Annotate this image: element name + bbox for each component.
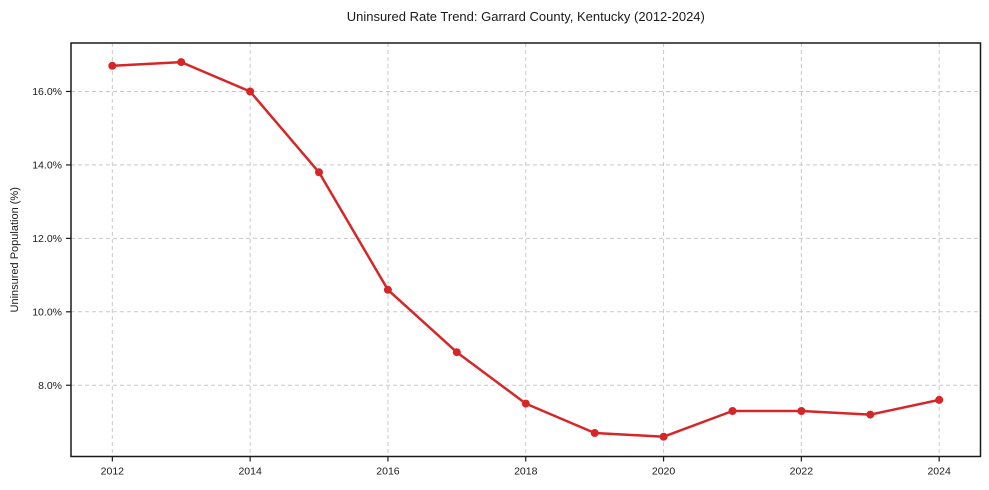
y-axis-tick-label: 10.0% [32, 307, 62, 319]
data-point [659, 432, 668, 441]
data-point-markers [108, 58, 944, 441]
x-axis-tick-label: 2012 [101, 466, 125, 478]
data-point [935, 395, 944, 404]
data-point [315, 168, 323, 177]
data-point [177, 58, 186, 67]
axis-ticks [66, 90, 940, 462]
x-axis-tick-label: 2016 [376, 466, 400, 478]
y-axis-label: Uninsured Population (%) [9, 187, 21, 312]
data-point [590, 429, 599, 437]
x-axis-tick-label: 2014 [238, 466, 262, 478]
data-point [797, 407, 806, 415]
data-point [246, 87, 255, 96]
data-point [452, 348, 461, 357]
data-point [866, 410, 875, 419]
data-point [108, 61, 117, 70]
gridlines [71, 43, 981, 457]
y-axis-tick-label: 16.0% [32, 86, 62, 98]
data-point [521, 399, 530, 408]
data-point [728, 407, 737, 415]
y-axis-tick-label: 8.0% [38, 380, 62, 392]
x-axis-tick-label: 2018 [514, 466, 538, 478]
x-axis-tick-label: 2024 [927, 466, 951, 478]
x-axis-tick-label: 2022 [790, 466, 814, 478]
x-axis-tick-label: 2020 [652, 466, 676, 478]
y-axis-tick-labels: 8.0% 10.0% 12.0% 14.0% 16.0% [32, 86, 62, 392]
y-axis-tick-label: 14.0% [32, 160, 62, 172]
x-axis-tick-labels: 2012 2014 2016 2018 2020 2022 2024 [101, 466, 951, 478]
y-axis-tick-label: 12.0% [32, 233, 62, 245]
data-point [383, 285, 392, 294]
chart-title: Uninsured Rate Trend: Garrard County, Ke… [347, 9, 705, 24]
